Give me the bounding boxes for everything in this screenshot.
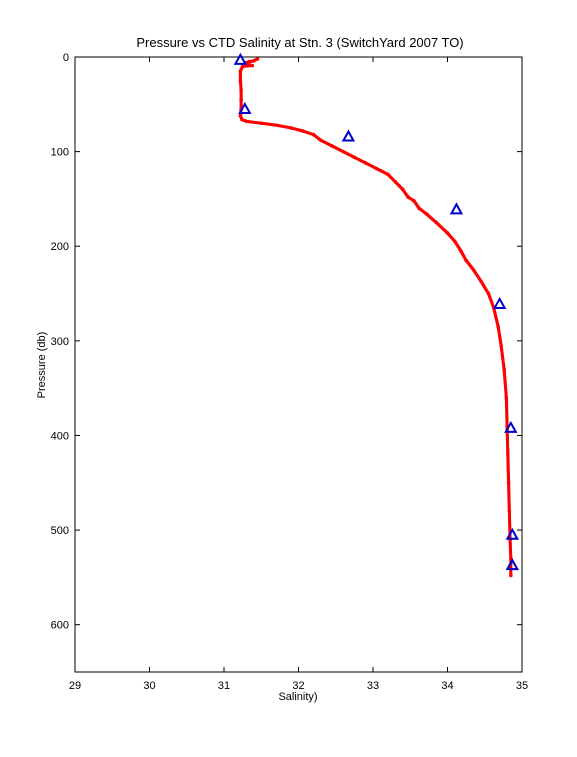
x-tick-label: 35	[516, 680, 528, 692]
bottle-sample-marker	[492, 296, 507, 309]
y-axis-label: Pressure (db)	[36, 332, 48, 399]
ctd-series	[238, 57, 513, 578]
y-tick-label: 200	[51, 241, 69, 253]
tick-layer: 29 30 31 32 33 34 35 0 100 200 300 400 500 600	[51, 52, 528, 692]
bottle-sample-marker	[238, 101, 252, 115]
ctd-point	[509, 573, 513, 578]
y-tick-label: 0	[63, 52, 69, 64]
bottle-series	[233, 52, 520, 571]
y-tick-label: 600	[51, 620, 69, 632]
bottle-sample-marker	[504, 420, 518, 433]
plot-frame	[74, 56, 523, 673]
chart-title: Pressure vs CTD Salinity at Stn. 3 (Swit…	[136, 35, 463, 50]
y-tick-label: 100	[51, 147, 69, 159]
bottle-sample-marker	[505, 558, 520, 571]
x-tick-label: 30	[143, 680, 155, 692]
x-tick-label: 29	[69, 680, 81, 692]
y-tick-label: 400	[51, 430, 69, 442]
bottle-sample-marker	[341, 129, 356, 142]
y-tick-label: 300	[51, 336, 69, 348]
bottle-sample-marker	[505, 527, 520, 540]
bottle-sample-marker	[233, 52, 248, 65]
bottle-sample-marker	[449, 202, 464, 215]
x-tick-label: 33	[367, 680, 379, 692]
x-axis-label: Salinity)	[278, 691, 317, 703]
x-tick-label: 32	[292, 680, 304, 692]
y-tick-label: 500	[51, 525, 69, 537]
x-tick-label: 34	[441, 680, 453, 692]
x-tick-label: 31	[218, 680, 230, 692]
